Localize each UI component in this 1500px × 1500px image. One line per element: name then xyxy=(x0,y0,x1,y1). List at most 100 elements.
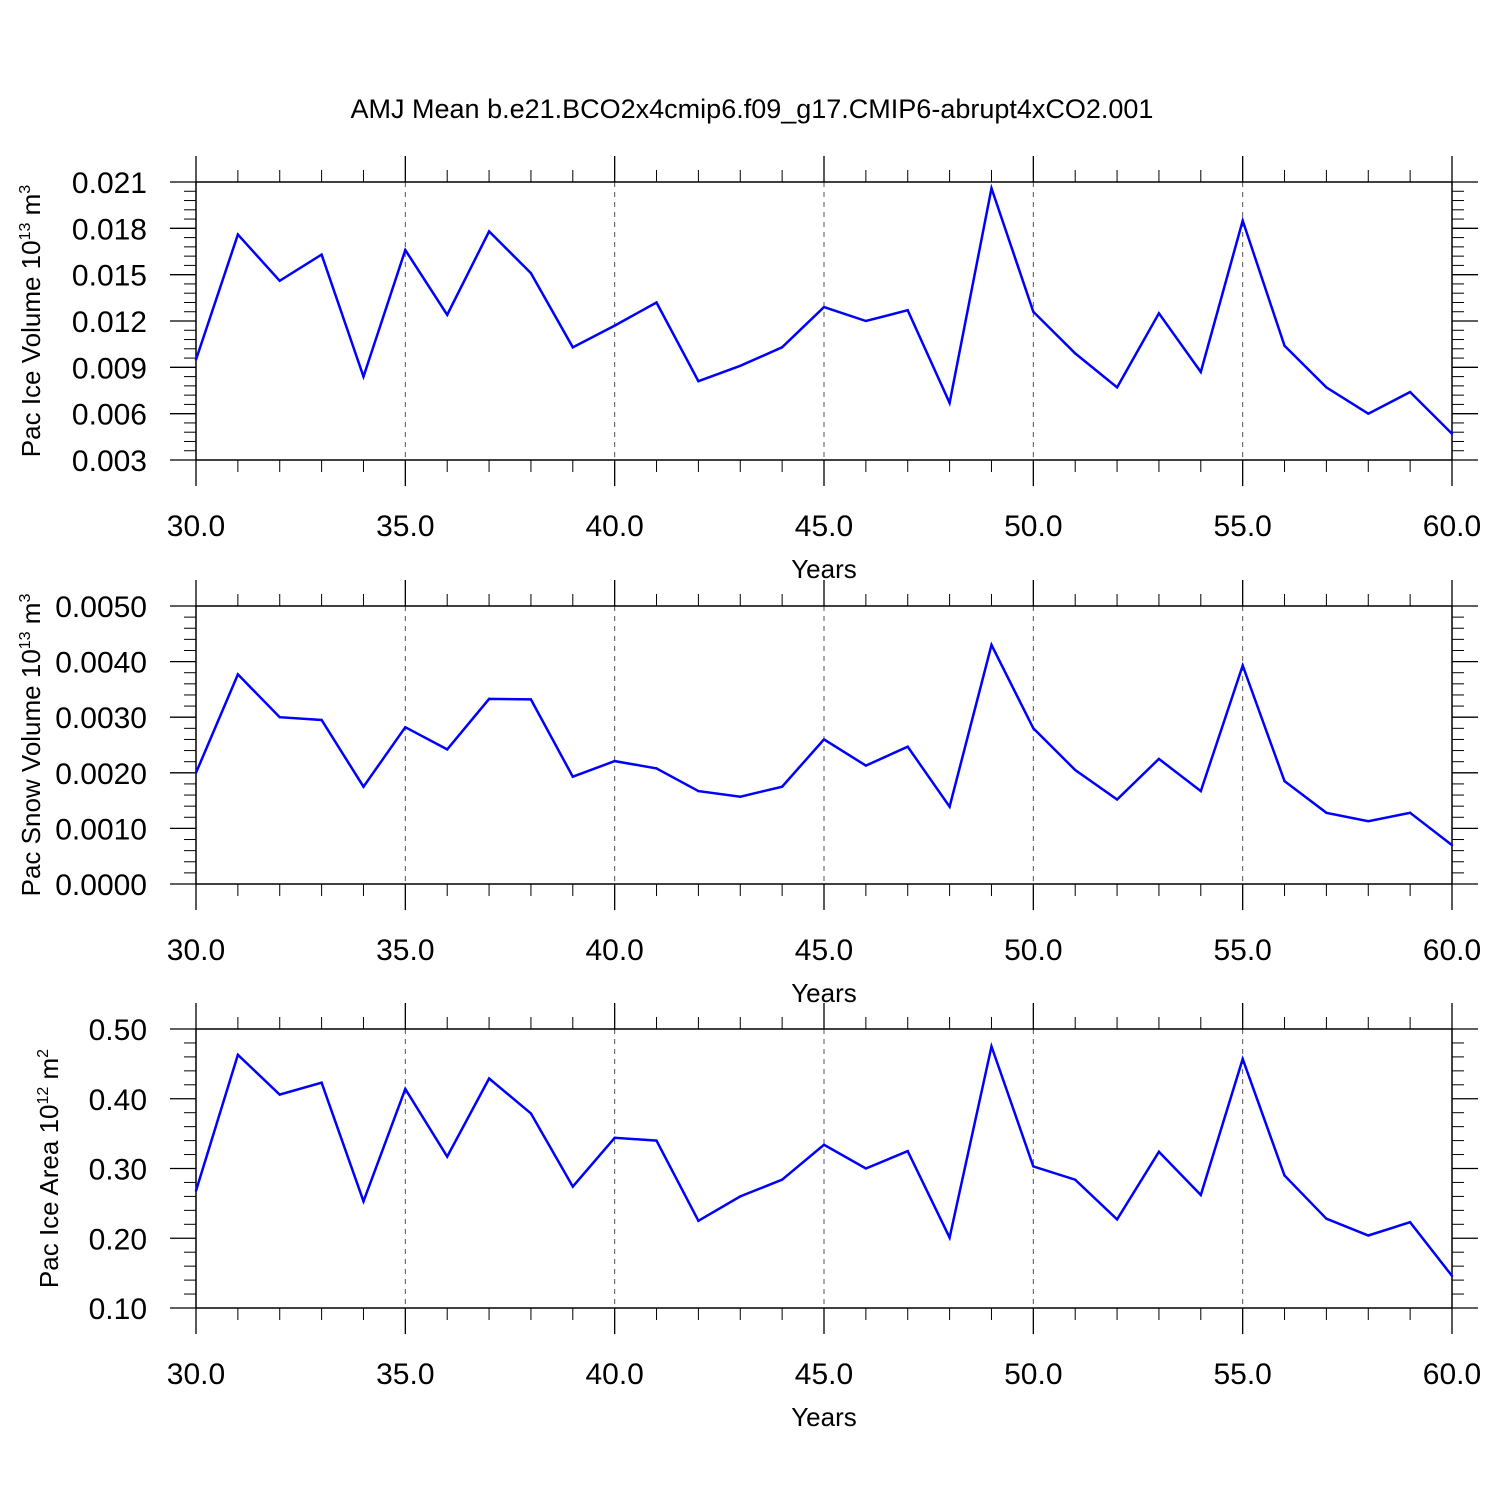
x-tick-label: 50.0 xyxy=(1004,510,1062,543)
data-point xyxy=(1199,370,1203,374)
data-point xyxy=(990,643,993,647)
data-point xyxy=(1325,1217,1328,1220)
data-point xyxy=(822,1143,826,1146)
chart-panels: 30.0 35.0 40.0 45.0 50.0 55.0 60.0 0.003 0.006 0.… xyxy=(16,156,1481,1432)
data-point xyxy=(1241,219,1244,222)
y-axis-label-unit-exponent: 3 xyxy=(17,594,34,603)
data-point xyxy=(822,738,826,741)
data-point xyxy=(1032,310,1035,313)
data-point xyxy=(236,1053,240,1057)
y-axis-label: Pac Ice Area 1012 m2 xyxy=(34,1049,64,1288)
y-axis-label-exponent: 12 xyxy=(35,1087,52,1105)
x-tick-label: 50.0 xyxy=(1004,934,1062,967)
y-tick-label: 0.009 xyxy=(72,352,147,385)
data-point xyxy=(1450,1274,1454,1278)
data-point xyxy=(278,279,281,283)
x-tick-label: 40.0 xyxy=(585,934,643,967)
y-tick-label: 0.0020 xyxy=(55,758,147,791)
data-point xyxy=(613,324,616,327)
data-point xyxy=(1325,811,1328,815)
data-point xyxy=(1450,843,1454,847)
data-point xyxy=(362,1200,365,1203)
data-point xyxy=(529,698,533,701)
x-tick-label: 55.0 xyxy=(1213,510,1271,543)
data-point xyxy=(1367,819,1370,823)
data-point xyxy=(1157,312,1161,315)
data-point xyxy=(822,305,826,309)
y-axis-label-exponent: 13 xyxy=(17,631,34,649)
data-point xyxy=(1115,798,1119,801)
data-point xyxy=(906,1149,909,1153)
data-point xyxy=(446,313,449,317)
data-point xyxy=(864,764,868,767)
data-point xyxy=(194,771,198,774)
data-point xyxy=(1199,789,1203,793)
x-tick-label: 30.0 xyxy=(167,934,225,967)
data-point xyxy=(194,1189,198,1193)
y-tick-label: 0.30 xyxy=(89,1154,147,1187)
x-axis-label: Years xyxy=(791,1402,857,1432)
x-tick-label: 45.0 xyxy=(795,934,853,967)
data-point xyxy=(487,697,491,701)
data-point xyxy=(487,230,491,233)
data-point xyxy=(1074,768,1077,772)
data-point xyxy=(1408,811,1412,815)
data-point xyxy=(655,301,658,304)
x-tick-label: 35.0 xyxy=(376,1358,434,1391)
y-axis-label-unit-exponent: 3 xyxy=(17,185,34,194)
data-point xyxy=(571,1185,574,1188)
data-point xyxy=(613,1136,616,1140)
data-point xyxy=(362,375,365,378)
x-tick-label: 35.0 xyxy=(376,934,434,967)
data-point xyxy=(1408,390,1412,394)
data-series-line xyxy=(194,641,1453,847)
y-axis-label-unit: m xyxy=(16,194,46,223)
x-tick-label: 40.0 xyxy=(585,1358,643,1391)
y-axis-label: Pac Ice Volume 1013 m3 xyxy=(16,185,46,458)
data-point xyxy=(529,271,533,275)
x-tick-label: 40.0 xyxy=(585,510,643,543)
data-point xyxy=(1283,1174,1286,1177)
data-point xyxy=(278,1093,281,1096)
data-point xyxy=(1199,1193,1203,1197)
x-tick-label: 55.0 xyxy=(1213,1358,1271,1391)
data-point xyxy=(739,795,742,798)
y-tick-label: 0.003 xyxy=(72,445,147,478)
y-tick-label: 0.0030 xyxy=(55,702,147,735)
data-point xyxy=(655,767,658,770)
y-tick-label: 0.20 xyxy=(89,1223,147,1256)
data-point xyxy=(697,380,700,383)
y-tick-label: 0.0010 xyxy=(55,813,147,846)
data-point xyxy=(320,1081,323,1084)
data-point xyxy=(613,759,616,763)
data-point xyxy=(446,1155,449,1158)
y-axis-label-unit-exponent: 2 xyxy=(35,1049,52,1058)
data-point xyxy=(1367,412,1370,415)
y-tick-label: 0.018 xyxy=(72,213,147,246)
x-tick-label: 55.0 xyxy=(1213,934,1271,967)
data-point xyxy=(1283,779,1286,783)
y-tick-label: 0.50 xyxy=(89,1014,147,1047)
data-point xyxy=(1241,664,1244,667)
data-point xyxy=(320,253,323,256)
y-axis-label-text: Pac Ice Volume 10 xyxy=(16,240,46,457)
data-point xyxy=(571,775,574,778)
y-axis-label-unit: m xyxy=(34,1058,64,1087)
data-point xyxy=(362,785,365,788)
data-point xyxy=(990,186,993,190)
x-tick-label: 60.0 xyxy=(1423,1358,1481,1391)
x-tick-label: 45.0 xyxy=(795,1358,853,1391)
x-tick-label: 35.0 xyxy=(376,510,434,543)
data-point xyxy=(404,248,407,252)
y-axis-label-unit: m xyxy=(16,603,46,632)
data-point xyxy=(487,1077,491,1080)
data-point xyxy=(1032,1165,1035,1168)
data-point xyxy=(1241,1057,1244,1061)
data-point xyxy=(697,1219,700,1223)
x-tick-label: 60.0 xyxy=(1423,934,1481,967)
data-point xyxy=(864,319,868,323)
data-point xyxy=(780,785,784,788)
data-point xyxy=(655,1139,658,1142)
y-tick-label: 0.40 xyxy=(89,1084,147,1117)
data-point xyxy=(320,718,323,722)
